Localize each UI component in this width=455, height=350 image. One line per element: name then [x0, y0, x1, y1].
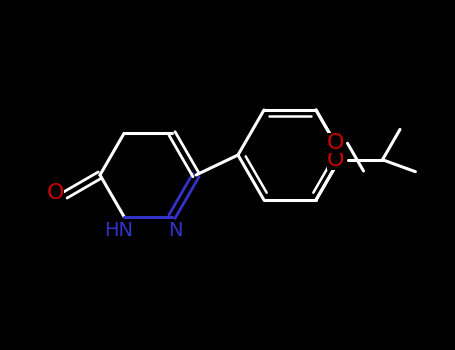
Text: O: O [327, 150, 344, 170]
Text: O: O [46, 183, 64, 203]
Text: O: O [327, 133, 344, 153]
Text: N: N [168, 221, 182, 240]
Text: HN: HN [105, 221, 133, 240]
